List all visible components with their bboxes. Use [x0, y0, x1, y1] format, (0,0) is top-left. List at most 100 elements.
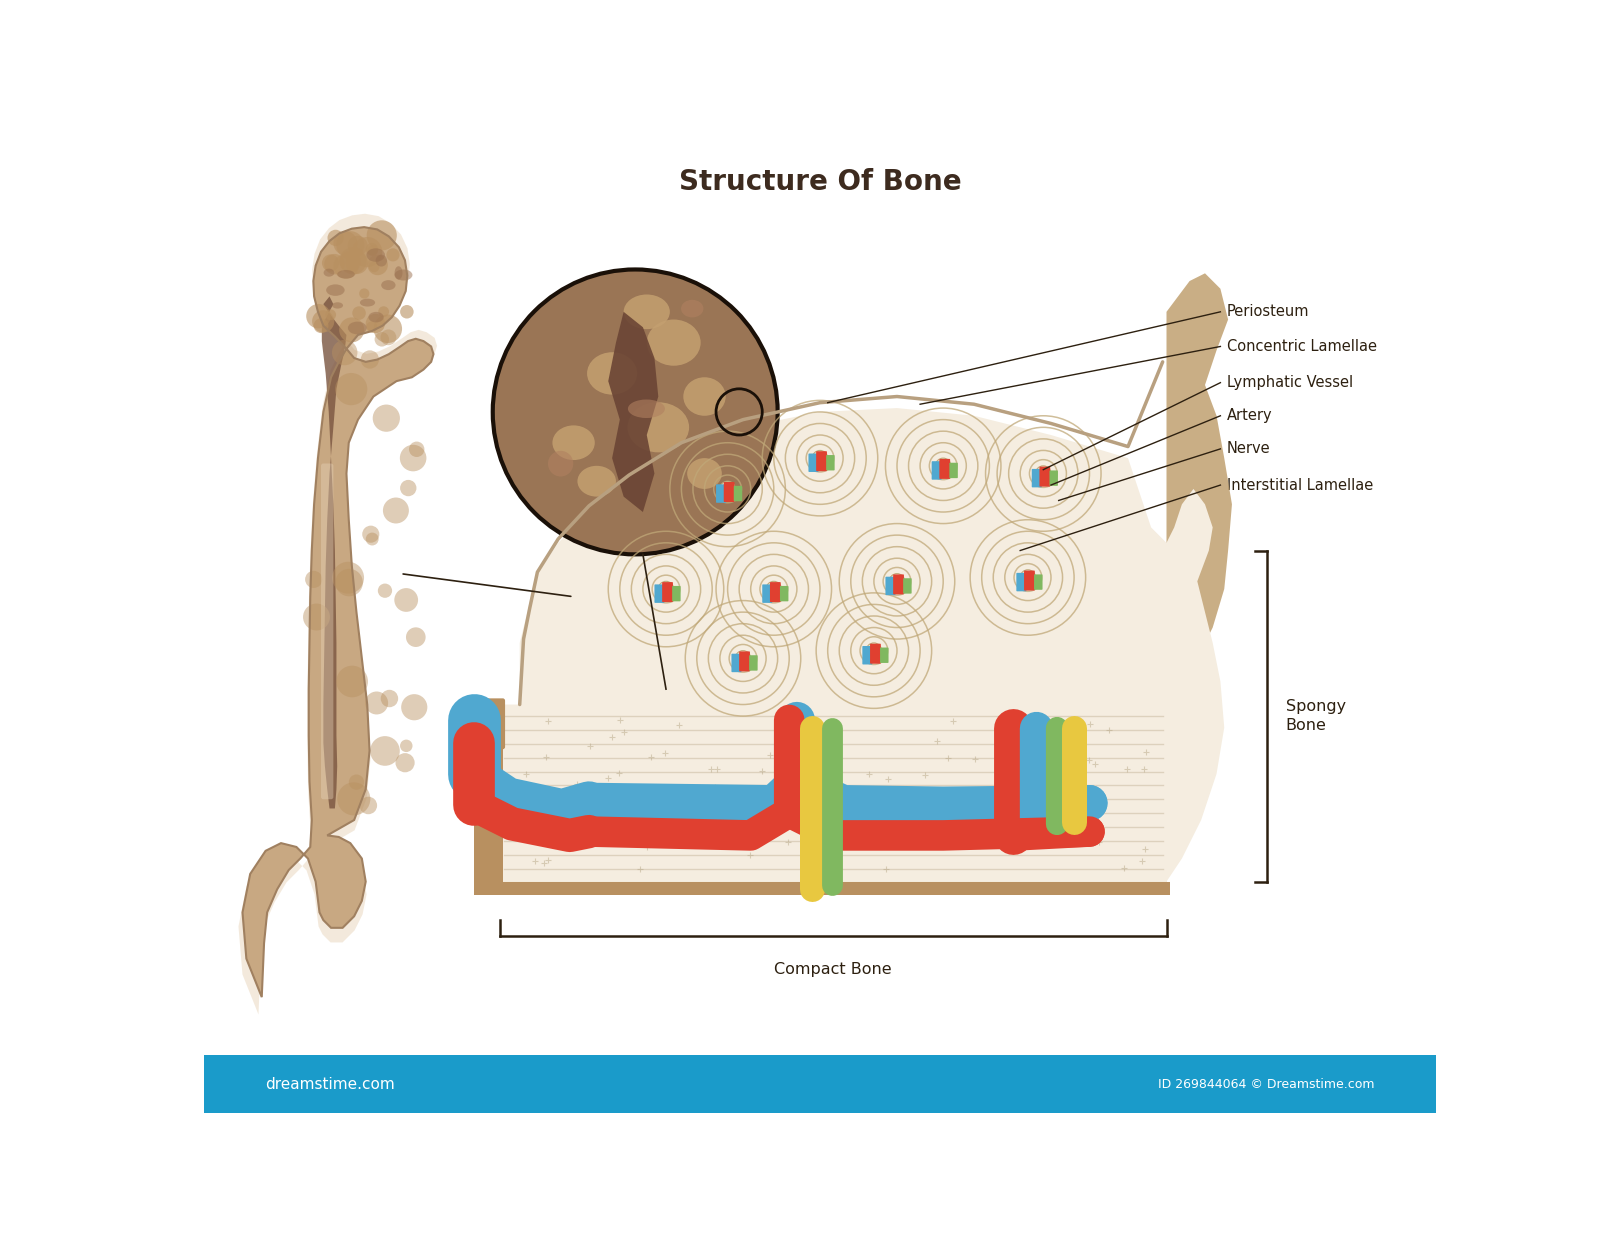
Ellipse shape — [366, 248, 386, 261]
Ellipse shape — [683, 378, 726, 415]
Circle shape — [362, 525, 379, 543]
Circle shape — [410, 442, 424, 457]
Circle shape — [328, 230, 344, 246]
Circle shape — [378, 583, 392, 598]
Circle shape — [381, 329, 397, 345]
Circle shape — [325, 309, 336, 320]
Ellipse shape — [368, 311, 384, 323]
Polygon shape — [322, 296, 347, 808]
Circle shape — [402, 694, 427, 721]
Circle shape — [306, 304, 331, 329]
FancyBboxPatch shape — [749, 656, 758, 671]
Circle shape — [736, 651, 750, 666]
Circle shape — [302, 603, 330, 631]
FancyBboxPatch shape — [893, 574, 904, 594]
Circle shape — [322, 254, 339, 271]
Circle shape — [333, 231, 357, 255]
Ellipse shape — [360, 299, 374, 306]
Text: Structure Of Bone: Structure Of Bone — [678, 169, 962, 196]
FancyBboxPatch shape — [654, 584, 664, 603]
Circle shape — [333, 562, 365, 594]
Polygon shape — [238, 214, 437, 1015]
Circle shape — [339, 318, 365, 343]
Circle shape — [306, 570, 322, 588]
Ellipse shape — [326, 284, 344, 296]
FancyBboxPatch shape — [662, 582, 674, 602]
Circle shape — [658, 582, 674, 597]
Ellipse shape — [323, 269, 334, 276]
FancyBboxPatch shape — [739, 652, 750, 672]
FancyBboxPatch shape — [902, 578, 912, 594]
Ellipse shape — [381, 280, 395, 290]
Circle shape — [400, 739, 413, 752]
Circle shape — [370, 261, 379, 273]
FancyBboxPatch shape — [885, 577, 896, 595]
Ellipse shape — [587, 353, 637, 394]
FancyBboxPatch shape — [717, 484, 726, 503]
Circle shape — [720, 482, 736, 497]
FancyBboxPatch shape — [880, 648, 888, 663]
Circle shape — [352, 236, 382, 268]
Circle shape — [331, 340, 357, 365]
Text: Interstitial Lamellae: Interstitial Lamellae — [1227, 478, 1373, 493]
FancyBboxPatch shape — [734, 485, 742, 502]
FancyBboxPatch shape — [1032, 469, 1042, 488]
Circle shape — [394, 588, 418, 612]
FancyBboxPatch shape — [1034, 574, 1043, 589]
Text: Lymphatic Vessel: Lymphatic Vessel — [1227, 375, 1352, 390]
Circle shape — [339, 251, 360, 273]
Circle shape — [333, 254, 358, 279]
Polygon shape — [608, 311, 658, 512]
Circle shape — [339, 248, 366, 274]
Circle shape — [400, 480, 416, 497]
FancyBboxPatch shape — [322, 464, 333, 799]
Ellipse shape — [547, 450, 573, 477]
Circle shape — [813, 450, 827, 465]
Circle shape — [347, 235, 368, 255]
Text: dreamstime.com: dreamstime.com — [266, 1077, 395, 1092]
FancyBboxPatch shape — [470, 698, 506, 749]
FancyBboxPatch shape — [1024, 570, 1035, 590]
Circle shape — [890, 574, 904, 589]
Circle shape — [866, 643, 882, 658]
Circle shape — [406, 627, 426, 647]
Bar — [474, 704, 502, 886]
Circle shape — [400, 305, 414, 319]
Circle shape — [358, 289, 370, 299]
Ellipse shape — [578, 465, 616, 497]
Ellipse shape — [627, 399, 666, 418]
Ellipse shape — [646, 319, 701, 365]
FancyBboxPatch shape — [1050, 470, 1058, 485]
FancyBboxPatch shape — [939, 459, 950, 479]
Ellipse shape — [686, 458, 722, 489]
Ellipse shape — [338, 270, 355, 279]
FancyBboxPatch shape — [770, 582, 781, 602]
Circle shape — [366, 220, 397, 250]
Ellipse shape — [347, 322, 366, 334]
Circle shape — [374, 332, 389, 347]
FancyBboxPatch shape — [808, 454, 819, 472]
FancyBboxPatch shape — [816, 452, 827, 472]
Circle shape — [314, 318, 328, 333]
FancyBboxPatch shape — [870, 644, 882, 664]
Circle shape — [386, 248, 400, 261]
Circle shape — [368, 245, 378, 256]
Circle shape — [373, 404, 400, 432]
FancyBboxPatch shape — [1040, 467, 1050, 487]
Circle shape — [395, 753, 414, 772]
Polygon shape — [1166, 273, 1232, 704]
Text: Concentric Lamellae: Concentric Lamellae — [1227, 339, 1376, 354]
FancyBboxPatch shape — [826, 455, 835, 470]
Polygon shape — [243, 228, 434, 997]
Circle shape — [352, 306, 366, 320]
Circle shape — [336, 569, 363, 597]
Circle shape — [493, 269, 778, 554]
Bar — [205, 1055, 1437, 1113]
Circle shape — [381, 689, 398, 707]
Ellipse shape — [333, 303, 342, 309]
Circle shape — [1021, 569, 1035, 585]
Circle shape — [346, 251, 368, 274]
Circle shape — [766, 582, 781, 597]
Text: Compact Bone: Compact Bone — [774, 962, 891, 977]
Circle shape — [360, 350, 379, 369]
